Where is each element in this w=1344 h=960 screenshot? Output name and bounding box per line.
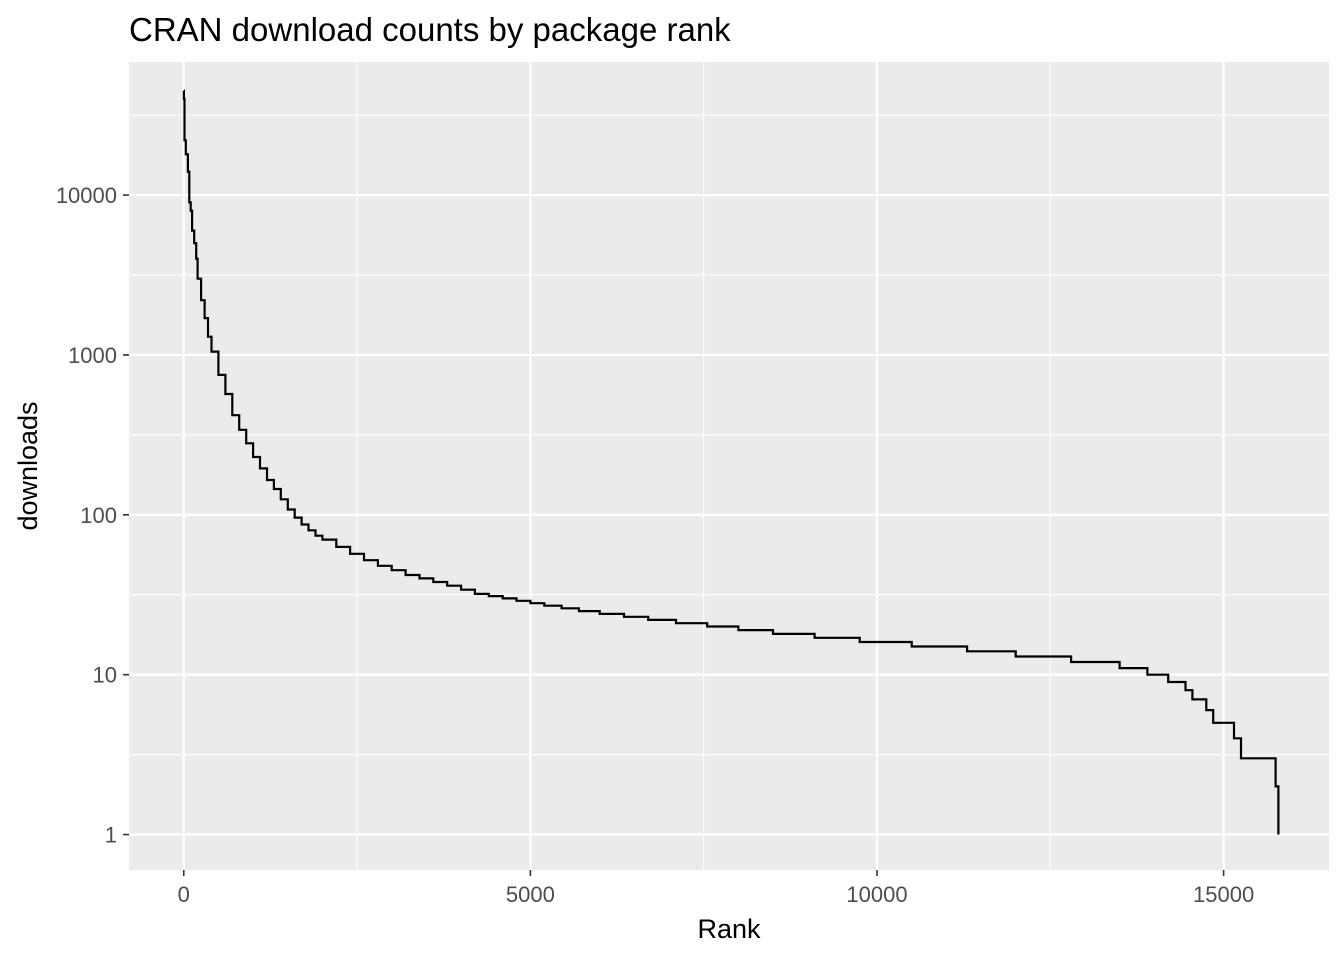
y-tick-label: 100 [80,503,117,528]
y-axis: 1 10 100 1000 10000 [56,183,129,848]
series-line [182,89,1280,835]
y-axis-title: downloads [13,401,43,530]
x-tick-label: 0 [178,882,190,907]
chart-title: CRAN download counts by package rank [129,11,731,48]
x-tick-label: 15000 [1193,882,1254,907]
x-axis: 0 5000 10000 15000 [178,870,1254,907]
x-tick-label: 10000 [846,882,907,907]
series-layer [182,89,1280,835]
grid-major [129,62,1329,870]
x-tick-label: 5000 [506,882,555,907]
y-tick-label: 1 [105,823,117,848]
y-tick-label: 10000 [56,183,117,208]
grid-minor [129,62,1329,870]
y-tick-label: 10 [93,663,117,688]
plot-panel [129,62,1329,870]
y-tick-label: 1000 [68,343,117,368]
x-axis-title: Rank [697,914,761,944]
